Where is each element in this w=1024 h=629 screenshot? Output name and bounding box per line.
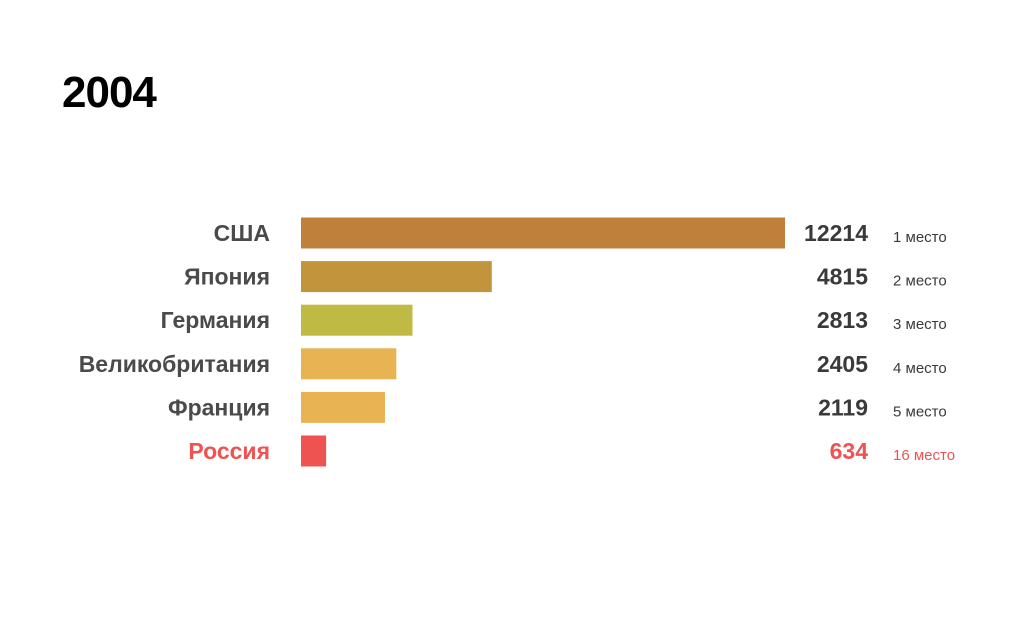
rank-label: 3 место <box>893 316 947 333</box>
category-label: Япония <box>184 264 270 290</box>
value-label: 2813 <box>817 307 868 333</box>
rank-label: 1 место <box>893 229 947 246</box>
rank-label: 5 место <box>893 403 947 420</box>
bar <box>301 217 785 249</box>
bar <box>301 261 492 293</box>
category-label: США <box>214 220 270 246</box>
category-label: Франция <box>168 394 270 420</box>
bar <box>301 348 397 380</box>
bar <box>301 391 385 423</box>
bar <box>301 304 413 336</box>
rank-label: 16 место <box>893 447 955 464</box>
rank-label: 4 место <box>893 360 947 377</box>
category-label: Великобритания <box>79 351 270 377</box>
category-label: Германия <box>161 307 270 333</box>
chart-title: 2004 <box>62 68 157 117</box>
value-label: 2119 <box>818 394 868 420</box>
value-label: 634 <box>830 438 869 464</box>
value-label: 12214 <box>804 220 868 246</box>
value-label: 4815 <box>817 264 868 290</box>
category-label: Россия <box>188 438 270 464</box>
bar <box>301 435 327 467</box>
rank-label: 2 место <box>893 273 947 290</box>
value-label: 2405 <box>817 351 868 377</box>
